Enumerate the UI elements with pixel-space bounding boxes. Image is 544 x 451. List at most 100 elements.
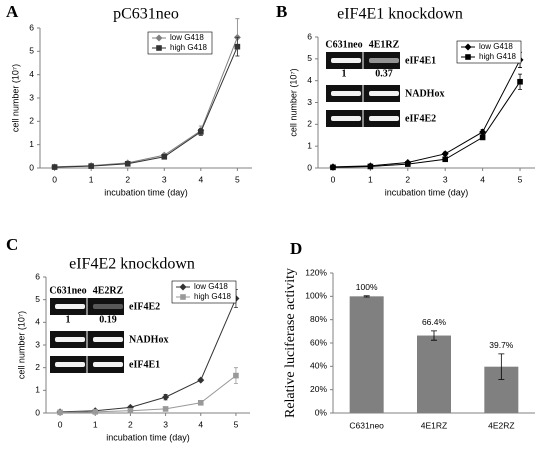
gel-band bbox=[55, 362, 85, 367]
marker bbox=[155, 34, 163, 42]
marker bbox=[367, 163, 374, 170]
x-tick-label: 5 bbox=[518, 174, 523, 184]
marker bbox=[162, 406, 169, 412]
lane-label: 4E2RZ bbox=[93, 285, 124, 296]
x-tick-label: 2 bbox=[405, 174, 410, 184]
marker bbox=[127, 407, 134, 414]
panel-letter: C bbox=[6, 235, 18, 254]
gel-band bbox=[55, 304, 85, 309]
marker bbox=[162, 393, 170, 401]
gel-row-label: eIF4E1 bbox=[129, 359, 160, 370]
y-axis-label: cell number (10⁷) bbox=[10, 64, 20, 132]
marker bbox=[179, 283, 187, 291]
y-tick-label: 3 bbox=[35, 339, 40, 349]
gel-band bbox=[331, 58, 361, 63]
gel-band bbox=[331, 116, 361, 121]
marker bbox=[233, 372, 239, 379]
x-tick-label: 5 bbox=[234, 419, 239, 429]
lane-label: C631neo bbox=[325, 39, 362, 50]
x-tick-label: 4E2RZ bbox=[488, 420, 514, 430]
chart-title: pC631neo bbox=[113, 6, 179, 23]
gel-row-label: NADHox bbox=[129, 334, 168, 345]
y-tick-label: 0% bbox=[315, 407, 328, 417]
error-bar bbox=[498, 353, 505, 380]
y-tick-label: 40% bbox=[310, 361, 327, 371]
gel-band bbox=[369, 58, 399, 63]
value-label: 66.4% bbox=[422, 317, 447, 327]
x-tick-label: 1 bbox=[93, 419, 98, 429]
gel-band bbox=[93, 337, 123, 342]
gel-band bbox=[369, 91, 399, 96]
y-tick-label: 2 bbox=[35, 362, 40, 372]
y-axis-label: cell number (10⁷) bbox=[288, 68, 298, 136]
x-tick-label: 1 bbox=[89, 174, 94, 184]
marker bbox=[330, 164, 336, 171]
marker bbox=[479, 134, 486, 141]
marker bbox=[57, 409, 63, 416]
y-tick-label: 1 bbox=[307, 140, 312, 150]
gel-row-label: eIF4E2 bbox=[129, 301, 160, 312]
y-tick-label: 6 bbox=[29, 22, 34, 32]
legend-label: high G418 bbox=[194, 292, 231, 301]
gel-band bbox=[369, 116, 399, 121]
gel-band bbox=[331, 91, 361, 96]
x-axis-label: incubation time (day) bbox=[106, 432, 190, 442]
marker bbox=[234, 43, 241, 50]
band-ratio: 0.37 bbox=[375, 68, 393, 79]
x-tick-label: 0 bbox=[58, 419, 63, 429]
y-tick-label: 20% bbox=[310, 384, 327, 394]
x-tick-label: 3 bbox=[162, 174, 167, 184]
y-tick-label: 4 bbox=[307, 75, 312, 85]
y-tick-label: 0 bbox=[35, 407, 40, 417]
legend-label: high G418 bbox=[170, 43, 207, 52]
y-tick-label: 0 bbox=[307, 162, 312, 172]
x-tick-label: 0 bbox=[52, 174, 57, 184]
error-bar bbox=[431, 330, 437, 341]
gel-band bbox=[93, 304, 123, 309]
gel-row-label: eIF4E1 bbox=[405, 55, 436, 66]
marker bbox=[442, 156, 449, 163]
marker bbox=[441, 150, 449, 158]
chart-title: eIF4E1 knockdown bbox=[337, 6, 463, 23]
lane-label: 4E1RZ bbox=[369, 39, 400, 50]
y-tick-label: 2 bbox=[307, 119, 312, 129]
band-ratio: 0.19 bbox=[99, 314, 117, 325]
y-tick-label: 60% bbox=[310, 337, 327, 347]
value-label: 39.7% bbox=[489, 340, 514, 350]
marker bbox=[197, 376, 205, 384]
x-tick-label: 3 bbox=[443, 174, 448, 184]
series-line bbox=[60, 375, 237, 413]
marker bbox=[404, 161, 411, 167]
series-line bbox=[60, 298, 237, 413]
marker bbox=[180, 294, 186, 300]
x-tick-label: 2 bbox=[128, 419, 133, 429]
marker bbox=[465, 54, 471, 60]
legend-label: low G418 bbox=[170, 33, 204, 42]
y-tick-label: 4 bbox=[35, 317, 40, 327]
series-line bbox=[54, 37, 238, 168]
gel-row-label: eIF4E2 bbox=[405, 113, 436, 124]
marker bbox=[464, 43, 472, 51]
legend-label: high G418 bbox=[479, 52, 516, 61]
y-tick-label: 6 bbox=[307, 31, 312, 41]
x-tick-label: 4 bbox=[198, 174, 203, 184]
legend-label: low G418 bbox=[194, 282, 228, 291]
y-tick-label: 0 bbox=[29, 162, 34, 172]
marker bbox=[197, 400, 204, 406]
y-axis-label: cell number (10⁷) bbox=[16, 311, 26, 379]
y-tick-label: 6 bbox=[35, 271, 40, 281]
marker bbox=[156, 45, 162, 51]
gel-band bbox=[55, 337, 85, 342]
y-tick-label: 5 bbox=[29, 46, 34, 56]
x-tick-label: 4 bbox=[198, 419, 203, 429]
gel-row-label: NADHox bbox=[405, 88, 444, 99]
y-tick-label: 2 bbox=[29, 116, 34, 126]
panel-letter: A bbox=[6, 2, 19, 21]
x-axis-label: incubation time (day) bbox=[385, 187, 469, 197]
legend-label: low G418 bbox=[479, 42, 513, 51]
y-tick-label: 1 bbox=[29, 139, 34, 149]
y-axis-label: Relative luciferase activity bbox=[283, 268, 298, 418]
x-tick-label: 5 bbox=[235, 174, 240, 184]
marker bbox=[92, 409, 99, 415]
